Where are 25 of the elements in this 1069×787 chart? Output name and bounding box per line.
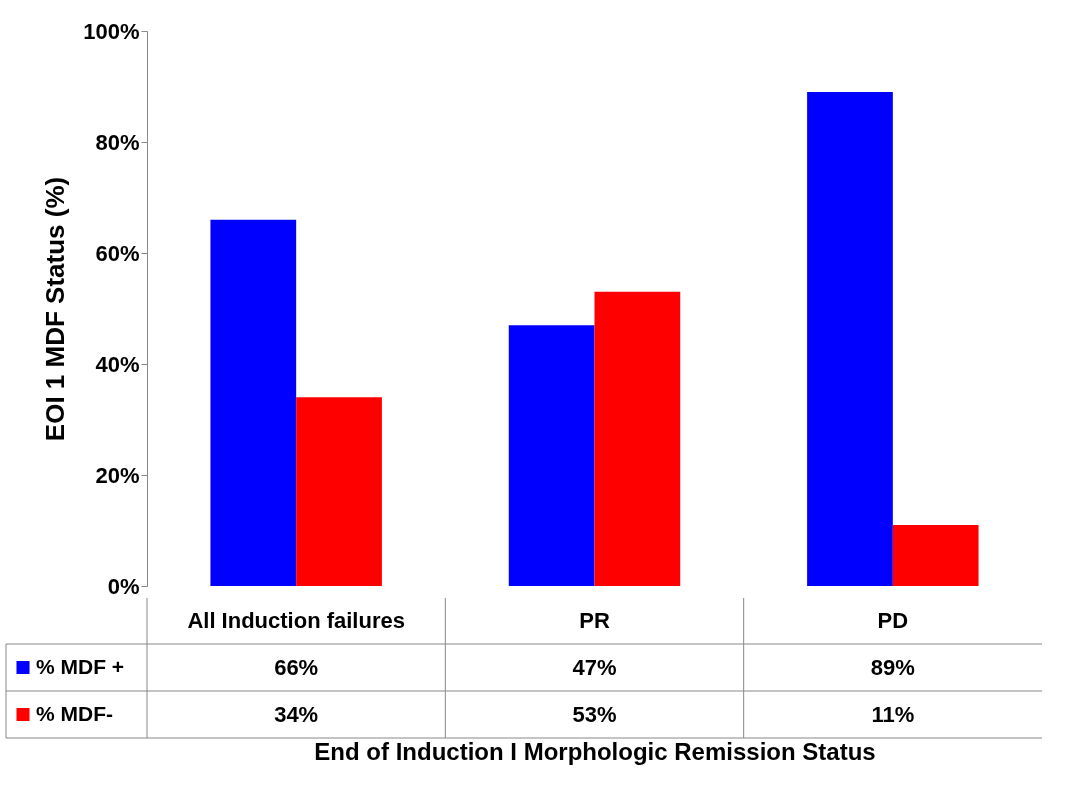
- y-tick-label: 40%: [95, 351, 140, 377]
- x-tick-label: PD: [877, 608, 909, 633]
- y-tick-label: 0%: [107, 573, 140, 599]
- x-tick-label: PR: [579, 608, 610, 633]
- legend-label: % MDF +: [36, 654, 125, 678]
- y-tick-label: 80%: [95, 129, 140, 155]
- bar: [508, 325, 595, 586]
- bar: [594, 291, 681, 586]
- y-tick-label: 60%: [95, 240, 140, 266]
- legend-label: % MDF-: [36, 701, 113, 725]
- data-label: 11%: [871, 701, 915, 727]
- y-tick-label: 20%: [95, 462, 140, 488]
- y-axis-title: EOI 1 MDF Status (%): [40, 176, 71, 442]
- bar: [892, 524, 979, 586]
- y-tick-label: 100%: [83, 18, 140, 44]
- data-label: 66%: [274, 654, 319, 680]
- data-label: 53%: [572, 701, 617, 727]
- data-label: 89%: [870, 654, 915, 680]
- x-axis-title: End of Induction I Morphologic Remission Status: [314, 737, 876, 765]
- bar: [807, 92, 893, 586]
- bar: [210, 219, 297, 586]
- data-label: 47%: [572, 654, 617, 680]
- bar: [296, 397, 382, 586]
- x-tick-label: All Induction failures: [187, 608, 405, 633]
- data-label: 34%: [274, 701, 319, 727]
